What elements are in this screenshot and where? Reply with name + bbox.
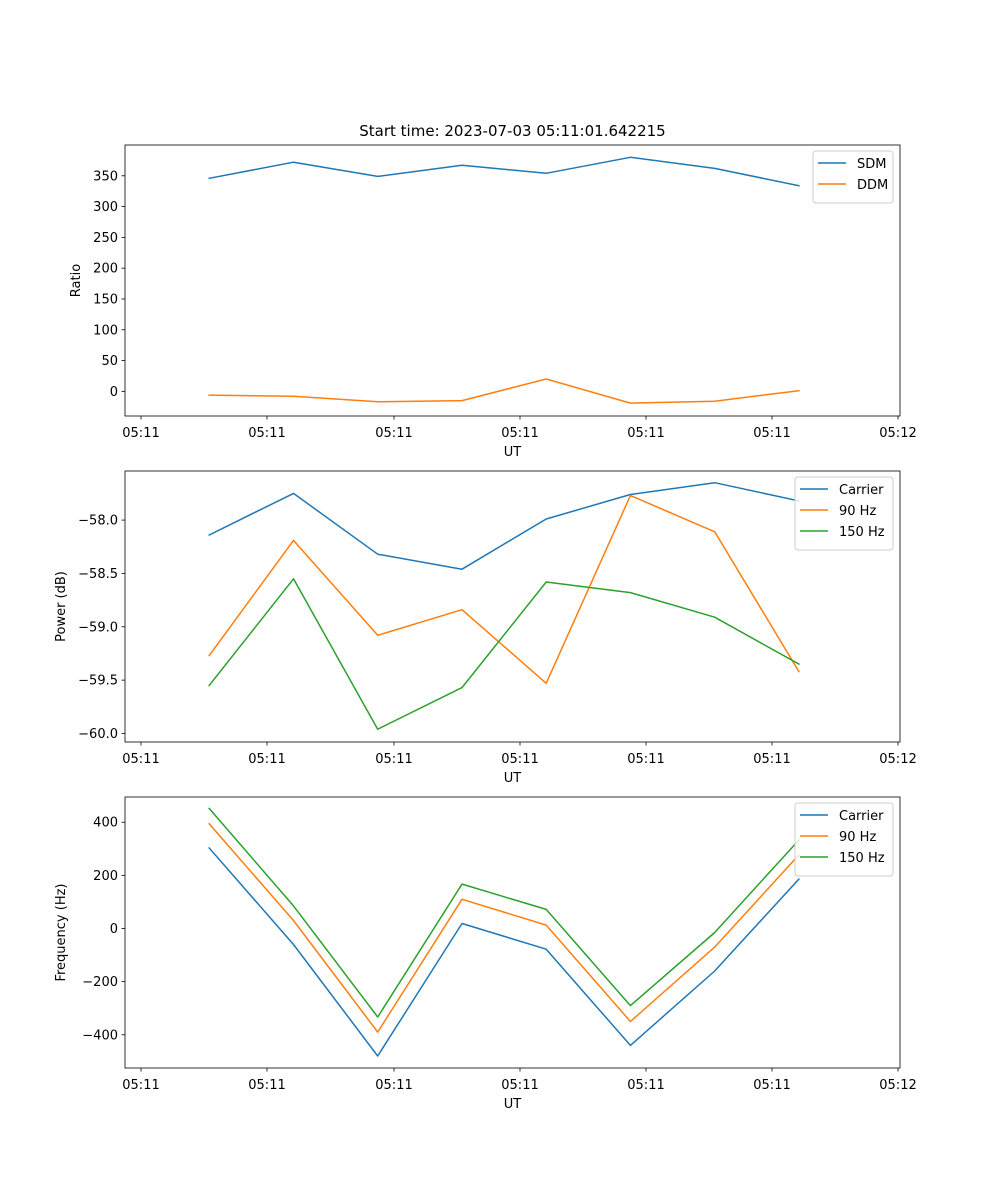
- x-tick-label: 05:12: [879, 752, 916, 767]
- legend-label: Carrier: [839, 483, 884, 498]
- x-tick-label: 05:11: [248, 426, 285, 441]
- x-tick-label: 05:11: [753, 426, 790, 441]
- x-axis-label: UT: [504, 1097, 522, 1112]
- y-tick-label: −200: [82, 975, 118, 990]
- legend-label: 150 Hz: [839, 851, 885, 866]
- y-tick-label: 200: [93, 869, 118, 884]
- series-line-2: [208, 494, 800, 685]
- series-line-2: [208, 378, 800, 404]
- y-tick-label: 200: [93, 262, 118, 277]
- series-line-1: [208, 846, 800, 1057]
- y-tick-label: 0: [110, 922, 118, 937]
- y-axis-label: Power (dB): [54, 571, 69, 642]
- legend-label: 90 Hz: [839, 830, 876, 845]
- x-tick-label: 05:11: [122, 426, 159, 441]
- x-tick-label: 05:11: [248, 752, 285, 767]
- y-tick-label: 300: [93, 200, 118, 215]
- legend-label: Carrier: [839, 809, 884, 824]
- legend-label: 90 Hz: [839, 504, 876, 519]
- legend: Carrier 90 Hz 150 Hz: [794, 476, 894, 551]
- plot-area-frame: [124, 470, 901, 743]
- legend-label: DDM: [857, 178, 888, 193]
- x-tick-label: 05:11: [122, 752, 159, 767]
- chart-panel-1: 0 50 100 150 200 250 300 350 05:11 05:11 05:11 05:1…: [69, 144, 917, 460]
- legend-label: SDM: [857, 157, 886, 172]
- y-tick-label: 400: [93, 816, 118, 831]
- x-tick-label: 05:11: [122, 1078, 159, 1093]
- y-tick-label: 150: [93, 292, 118, 307]
- chart-panel-2: −60.0 −59.5 −59.0 −58.5 −58.0 05:11 05:11 05:11…: [54, 470, 917, 786]
- x-tick-label: 05:11: [248, 1078, 285, 1093]
- x-tick-label: 05:11: [753, 752, 790, 767]
- chart-panel-3: −400 −200 0 200 400 05:11 05:11 05:11 05:11 05:11…: [54, 796, 917, 1112]
- legend-box: [812, 150, 894, 204]
- y-tick-label: −58.0: [78, 514, 118, 529]
- y-tick-label: −60.0: [78, 727, 118, 742]
- x-tick-label: 05:12: [879, 426, 916, 441]
- series-line-3: [208, 578, 800, 730]
- x-tick-label: 05:11: [501, 426, 538, 441]
- figure-title: Start time: 2023-07-03 05:11:01.642215: [359, 122, 665, 140]
- y-tick-label: 50: [101, 354, 118, 369]
- y-tick-label: −400: [82, 1028, 118, 1043]
- x-tick-label: 05:11: [375, 426, 412, 441]
- x-tick-label: 05:11: [627, 752, 664, 767]
- x-axis-label: UT: [504, 445, 522, 460]
- x-tick-label: 05:11: [753, 1078, 790, 1093]
- x-tick-label: 05:12: [879, 1078, 916, 1093]
- y-tick-label: −59.5: [78, 674, 118, 689]
- y-tick-label: 100: [93, 323, 118, 338]
- series-line-1: [208, 156, 800, 187]
- y-tick-label: −59.0: [78, 620, 118, 635]
- x-tick-label: 05:11: [375, 752, 412, 767]
- y-tick-label: 250: [93, 231, 118, 246]
- legend: Carrier 90 Hz 150 Hz: [794, 802, 894, 877]
- x-tick-label: 05:11: [375, 1078, 412, 1093]
- series-line-1: [208, 481, 800, 570]
- y-axis-label: Ratio: [69, 264, 84, 297]
- plot-area-frame: [124, 796, 901, 1069]
- legend-label: 150 Hz: [839, 525, 885, 540]
- y-tick-label: 0: [110, 385, 118, 400]
- series-line-2: [208, 822, 800, 1033]
- x-axis-label: UT: [504, 771, 522, 786]
- x-tick-label: 05:11: [627, 1078, 664, 1093]
- x-tick-label: 05:11: [501, 752, 538, 767]
- x-tick-label: 05:11: [627, 426, 664, 441]
- y-tick-label: 350: [93, 169, 118, 184]
- y-axis-label: Frequency (Hz): [54, 883, 69, 981]
- y-tick-label: −58.5: [78, 567, 118, 582]
- x-tick-label: 05:11: [501, 1078, 538, 1093]
- legend: SDM DDM: [812, 150, 894, 204]
- series-line-3: [208, 807, 800, 1018]
- plot-area-frame: [124, 144, 901, 417]
